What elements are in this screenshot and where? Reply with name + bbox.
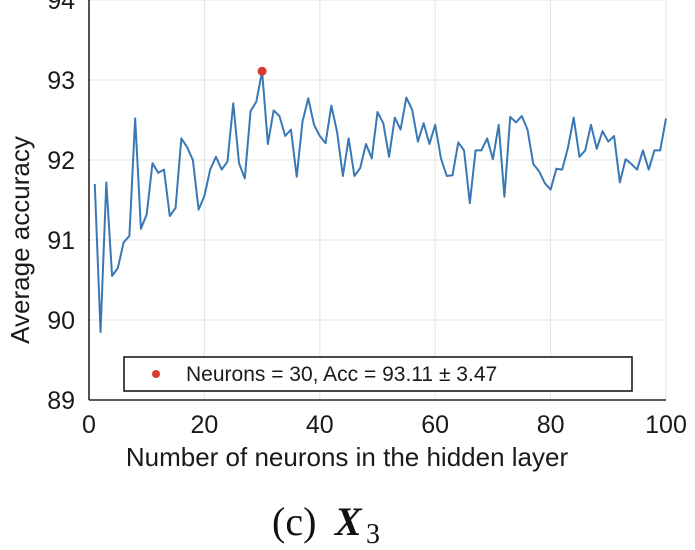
y-tick-label: 89 [47, 387, 75, 415]
y-tick-label: 92 [47, 147, 75, 175]
y-axis-title: Average accuracy [5, 136, 35, 344]
x-tick-label: 80 [537, 411, 565, 439]
series-layer [93, 66, 667, 333]
accuracy-series-line [93, 70, 667, 333]
caption-variable: X [333, 499, 363, 544]
x-axis-title: Number of neurons in the hidden layer [126, 442, 569, 472]
x-tick-label: 20 [190, 411, 218, 439]
x-tick-label: 0 [82, 411, 96, 439]
y-tick-label: 93 [47, 67, 75, 95]
axes [88, 0, 666, 401]
x-tick-label: 100 [645, 411, 687, 439]
legend: Neurons = 30, Acc = 93.11 ± 3.47 [123, 356, 633, 392]
figure-caption: (c) X 3 [272, 499, 380, 550]
y-tick-label: 90 [47, 307, 75, 335]
tick-labels: 0 20 40 60 80 100 89 90 91 92 93 94 [47, 0, 687, 439]
legend-box [123, 356, 633, 392]
legend-marker [152, 370, 160, 378]
legend-label: Neurons = 30, Acc = 93.11 ± 3.47 [186, 363, 497, 386]
y-tick-label: 91 [47, 227, 75, 255]
caption-label: (c) [272, 499, 316, 544]
best-point-marker [257, 66, 267, 76]
caption-text: (c) X 3 [272, 499, 380, 550]
y-tick-label: 94 [47, 0, 75, 15]
x-tick-label: 40 [306, 411, 334, 439]
x-tick-label: 60 [421, 411, 449, 439]
caption-subscript: 3 [366, 519, 380, 550]
